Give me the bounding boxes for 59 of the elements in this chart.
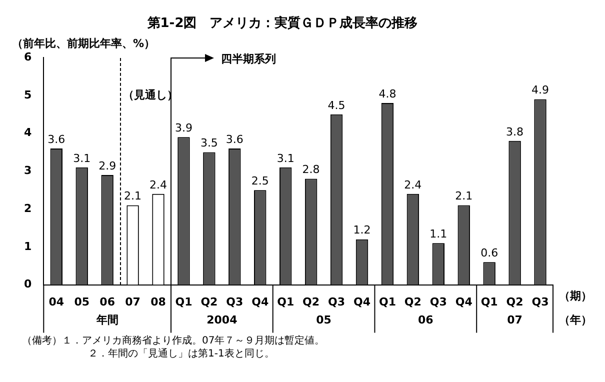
y-tick-label: 4	[24, 126, 32, 140]
data-label: 3.1	[276, 152, 294, 165]
text: （年）	[559, 314, 592, 327]
x-tick-label: Q2	[404, 295, 422, 308]
x-tick-label: Q1	[277, 295, 294, 308]
data-label: 3.1	[73, 152, 91, 165]
data-label: 2.5	[251, 174, 269, 188]
text: ２．年間の「見通し」は第1-1表と同じ。	[88, 347, 274, 360]
y-tick-label: 5	[24, 88, 32, 102]
data-label: 2.8	[302, 163, 320, 176]
x-tick-label: Q3	[430, 295, 447, 308]
x-tick-label: Q4	[353, 295, 371, 308]
data-label: 1.1	[430, 228, 448, 241]
data-label: 4.5	[328, 98, 346, 112]
data-label: 2.4	[404, 178, 422, 192]
x-tick-label: Q2	[200, 295, 218, 308]
x-tick-label: Q2	[506, 295, 524, 308]
y-tick-label: 1	[24, 240, 32, 253]
data-label: 3.5	[200, 136, 218, 150]
data-label: 2.1	[124, 190, 142, 203]
data-label: 2.1	[455, 190, 473, 203]
x-tick-label: Q3	[328, 295, 346, 308]
x-tick-label: 05	[74, 295, 90, 308]
data-label: 3.6	[48, 132, 66, 146]
y-tick-label: 0	[24, 278, 32, 291]
text: 06	[418, 314, 434, 327]
data-label: 3.8	[506, 125, 524, 138]
x-tick-label: 06	[100, 295, 116, 308]
x-tick-label: Q3	[226, 295, 244, 308]
data-label: 2.9	[98, 159, 116, 172]
x-tick-label: Q1	[480, 295, 498, 308]
data-label: 1.2	[353, 224, 371, 237]
text: 年間	[95, 314, 118, 327]
data-label: 2.4	[150, 178, 168, 192]
x-tick-label: 08	[150, 295, 166, 308]
x-tick-label: 04	[48, 295, 64, 308]
x-tick-label: Q1	[175, 295, 192, 308]
y-tick-label: 3	[24, 164, 32, 178]
x-tick-label: Q2	[302, 295, 320, 308]
data-label: 3.6	[226, 132, 244, 146]
chart-title: 第1-2図 アメリカ：実質ＧＤＰ成長率の推移	[146, 15, 418, 32]
data-label: 4.8	[378, 87, 396, 100]
data-label: 0.6	[480, 246, 498, 260]
data-label: 3.9	[174, 121, 192, 134]
annotation: 四半期系列	[220, 52, 276, 66]
x-tick-label: 07	[125, 295, 140, 308]
text: 2004	[206, 314, 238, 327]
y-tick-label: 6	[24, 50, 32, 64]
y-tick-label: 2	[24, 202, 32, 215]
x-tick-label: Q3	[532, 295, 549, 308]
text: （備考）１．アメリカ商務省より作成。07年７～９月期は暫定値。	[22, 334, 325, 346]
y-axis-title: （前年比、前期比年率、%）	[12, 36, 156, 50]
data-label: 4.9	[532, 84, 550, 97]
x-tick-label: Q4	[252, 295, 269, 308]
text: 07	[507, 314, 522, 327]
text: 05	[316, 314, 332, 327]
x-tick-label: Q1	[378, 295, 396, 308]
text: （期）	[559, 290, 592, 303]
x-tick-label: Q4	[455, 295, 473, 308]
